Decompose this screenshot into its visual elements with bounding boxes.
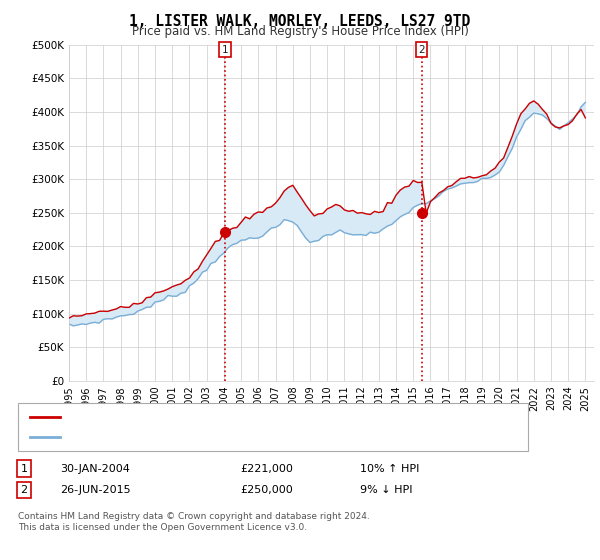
Text: 10% ↑ HPI: 10% ↑ HPI bbox=[360, 464, 419, 474]
Text: £221,000: £221,000 bbox=[240, 464, 293, 474]
Text: £250,000: £250,000 bbox=[240, 485, 293, 495]
Text: Contains HM Land Registry data © Crown copyright and database right 2024.
This d: Contains HM Land Registry data © Crown c… bbox=[18, 512, 370, 532]
Text: 1, LISTER WALK, MORLEY, LEEDS, LS27 9TD: 1, LISTER WALK, MORLEY, LEEDS, LS27 9TD bbox=[130, 14, 470, 29]
Text: Price paid vs. HM Land Registry's House Price Index (HPI): Price paid vs. HM Land Registry's House … bbox=[131, 25, 469, 38]
Text: 1, LISTER WALK, MORLEY, LEEDS, LS27 9TD (detached house): 1, LISTER WALK, MORLEY, LEEDS, LS27 9TD … bbox=[66, 412, 388, 422]
Text: 9% ↓ HPI: 9% ↓ HPI bbox=[360, 485, 413, 495]
Text: 2: 2 bbox=[20, 485, 28, 495]
Text: 2: 2 bbox=[418, 45, 425, 55]
Text: 30-JAN-2004: 30-JAN-2004 bbox=[60, 464, 130, 474]
Text: 1: 1 bbox=[20, 464, 28, 474]
Text: 26-JUN-2015: 26-JUN-2015 bbox=[60, 485, 131, 495]
Text: HPI: Average price, detached house, Leeds: HPI: Average price, detached house, Leed… bbox=[66, 432, 289, 442]
Text: 1: 1 bbox=[222, 45, 229, 55]
